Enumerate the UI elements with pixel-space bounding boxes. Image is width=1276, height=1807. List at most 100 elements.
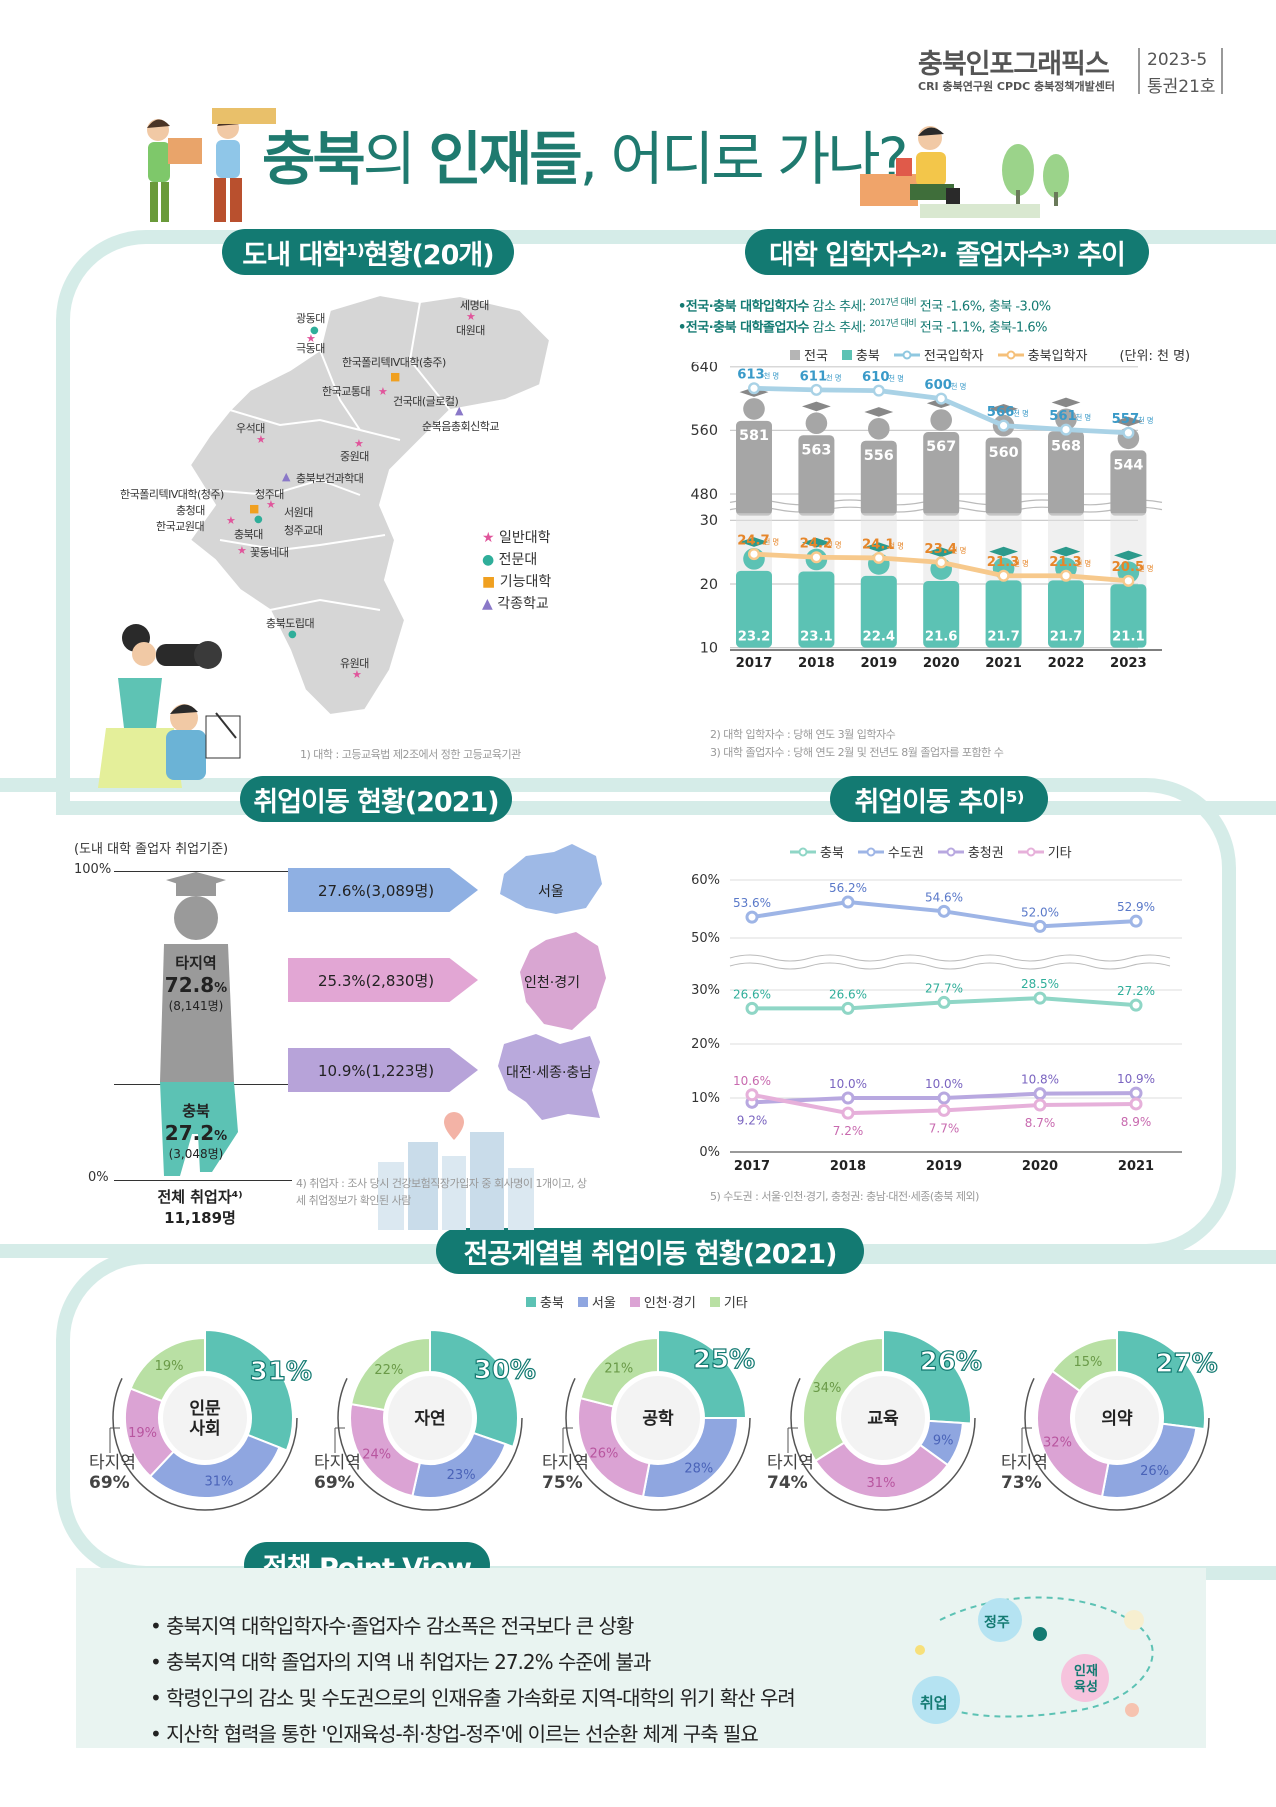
out-region-pct: 69% [314, 1472, 355, 1493]
square-icon: ■ [482, 574, 496, 590]
out-region-label: 타지역 [89, 1453, 136, 1473]
map-label: 우석대 [236, 422, 265, 435]
chungbuk-data-label: 21.7 [987, 629, 1020, 644]
donut-main-label: 26% [920, 1347, 982, 1377]
out-region-pct: 73% [1001, 1472, 1042, 1493]
city-illustration [378, 1112, 534, 1230]
map-label: 청주교대 [284, 524, 323, 537]
out-region-share: 타지역 75% [542, 1453, 589, 1493]
map-label: 충북도립대 [266, 617, 315, 630]
national-entrants-data-label: 600 [924, 378, 952, 393]
donut-segment [1036, 1369, 1110, 1498]
university-marker: ★ [266, 498, 276, 511]
college-marker: ● [254, 514, 263, 525]
chungcheong-data-label: 10.8% [1021, 1073, 1059, 1087]
donut-chart: 27% 26% 32% 15% 의약 [1021, 1325, 1218, 1511]
line-100 [114, 871, 292, 872]
national-bar-head [868, 417, 890, 440]
map-label: 세명대 [460, 299, 489, 312]
national-bar [985, 437, 1022, 516]
employ-trend-chart: 60% 50% 30% 20% 10% 0% 26.6% 26.6% 27.7% 28.5% 27.… [691, 873, 1182, 1174]
y-tick-label: 480 [691, 487, 718, 503]
national-entrants-unit-label: 천 명 [1076, 413, 1092, 422]
star-icon: ★ [482, 530, 495, 546]
donut-chart: 26% 9% 31% 34% 교육 [787, 1325, 982, 1511]
chungcheong-data-label: 10.0% [925, 1077, 963, 1091]
chungbuk-entrants-point [810, 551, 823, 564]
other-data-label: 7.2% [833, 1124, 864, 1138]
donut-segment [350, 1336, 431, 1412]
flow-arrow-incheon-gyeonggi: 25.3%(2,830명) [288, 958, 478, 1002]
donut-segment [148, 1433, 281, 1499]
national-bar [736, 420, 772, 516]
dest-seoul: 서울 [538, 884, 564, 900]
x-tick-label: 2020 [1022, 1159, 1058, 1174]
map-footnote: 1) 대학 : 고등교육법 제2조에서 정한 고등교육기관 [300, 748, 521, 761]
out-region-label: 타지역 [314, 1453, 361, 1473]
other-data-label: 8.9% [1121, 1115, 1152, 1129]
national-data-label: 556 [864, 448, 894, 464]
donut-segment [1050, 1336, 1118, 1393]
map-label: 한국폴리텍Ⅳ대학(청주) [120, 488, 224, 501]
flow-arrow-daejeon: 10.9%(1,223명) [288, 1048, 478, 1092]
chungbuk-data-label: 21.7 [1050, 629, 1083, 644]
national-data-label: 560 [989, 445, 1019, 461]
legend-chungbuk-entrants: 충북입학자 [997, 345, 1087, 364]
brand-title: 충북인포그래픽스 [918, 49, 1110, 80]
chungbuk-data-label: 27.7% [925, 981, 963, 995]
chungbuk-point [1129, 998, 1143, 1012]
chungbuk-entrants-unit-label: 천 명 [1138, 564, 1154, 573]
map-label: 충청대 [176, 504, 205, 517]
chungcheong-point [1129, 1086, 1143, 1100]
legend-other: 기타 [709, 1292, 748, 1311]
chungbuk-entrants-unit-label: 천 명 [826, 541, 842, 550]
map-label: 순복음총회신학교 [422, 420, 499, 433]
trend-legend: 충북 수도권 충청권 기타 [790, 842, 1072, 861]
map-label: 대원대 [456, 324, 485, 337]
policy-point: 충북지역 대학입학자수·졸업자수 감소폭은 전국보다 큰 상황 [150, 1610, 795, 1639]
chungbuk-point [745, 1001, 759, 1015]
donut-outline [790, 1325, 976, 1511]
university-marker: ★ [352, 668, 362, 681]
donut-major-label: 인문 [189, 1399, 221, 1419]
policy-point: 충북지역 대학 졸업자의 지역 내 취업자는 27.2% 수준에 불과 [150, 1646, 795, 1675]
national-entrants-data-label: 611 [800, 369, 828, 384]
seoul-map-shape [500, 844, 602, 914]
donut-segment-label: 31% [867, 1476, 896, 1491]
flow-value: 27.6%(3,089명) [318, 881, 435, 900]
legend-polytech: ■ 기능대학 [482, 571, 551, 593]
section-employ-trend: 취업이동 추이⁵⁾ [830, 776, 1048, 822]
legend-general-univ: ★ 일반대학 [482, 527, 551, 549]
capital-point [1129, 914, 1143, 928]
capital-data-label: 52.9% [1117, 900, 1155, 914]
headline-region: 충북 [262, 125, 366, 193]
majors-legend: 충북 서울 인천·경기 기타 [526, 1292, 748, 1311]
national-entrants-point [872, 384, 885, 397]
chungcheong-data-label: 10.0% [829, 1077, 867, 1091]
donut-major-label: 사회 [189, 1419, 220, 1439]
donut-outline [112, 1325, 298, 1511]
other-data-label: 7.7% [929, 1121, 960, 1135]
national-entrants-data-label: 613 [737, 368, 765, 383]
section-univ-status: 도내 대학¹⁾현황(20개) [222, 229, 514, 275]
chungbuk-entrants-point [748, 548, 760, 561]
donut-segment [814, 1441, 950, 1499]
chungcheong-data-label: 9.2% [737, 1113, 768, 1127]
national-bar [1110, 450, 1147, 516]
donut-segment-label: 28% [684, 1461, 713, 1476]
donut-major-label: 교육 [867, 1409, 899, 1429]
chungbuk-entrants-unit-label: 천 명 [1013, 559, 1029, 568]
chungbuk-entrants-point [997, 569, 1010, 582]
donut-segment [802, 1336, 884, 1463]
chungbuk-entrants-point [1060, 569, 1072, 582]
national-entrants-data-label: 561 [1049, 409, 1077, 424]
national-entrants-point [810, 383, 823, 396]
y-tick-label: 20% [691, 1037, 720, 1052]
chungcheong-data-label: 10.9% [1117, 1072, 1155, 1086]
national-entrants-unit-label: 천 명 [826, 373, 842, 382]
capital-data-label: 54.6% [925, 890, 963, 904]
other-data-label: 10.6% [733, 1074, 771, 1088]
chungbuk-data-label: 27.2% [1117, 984, 1155, 998]
flow-value: 25.3%(2,830명) [318, 971, 435, 990]
college-marker: ● [310, 325, 319, 336]
